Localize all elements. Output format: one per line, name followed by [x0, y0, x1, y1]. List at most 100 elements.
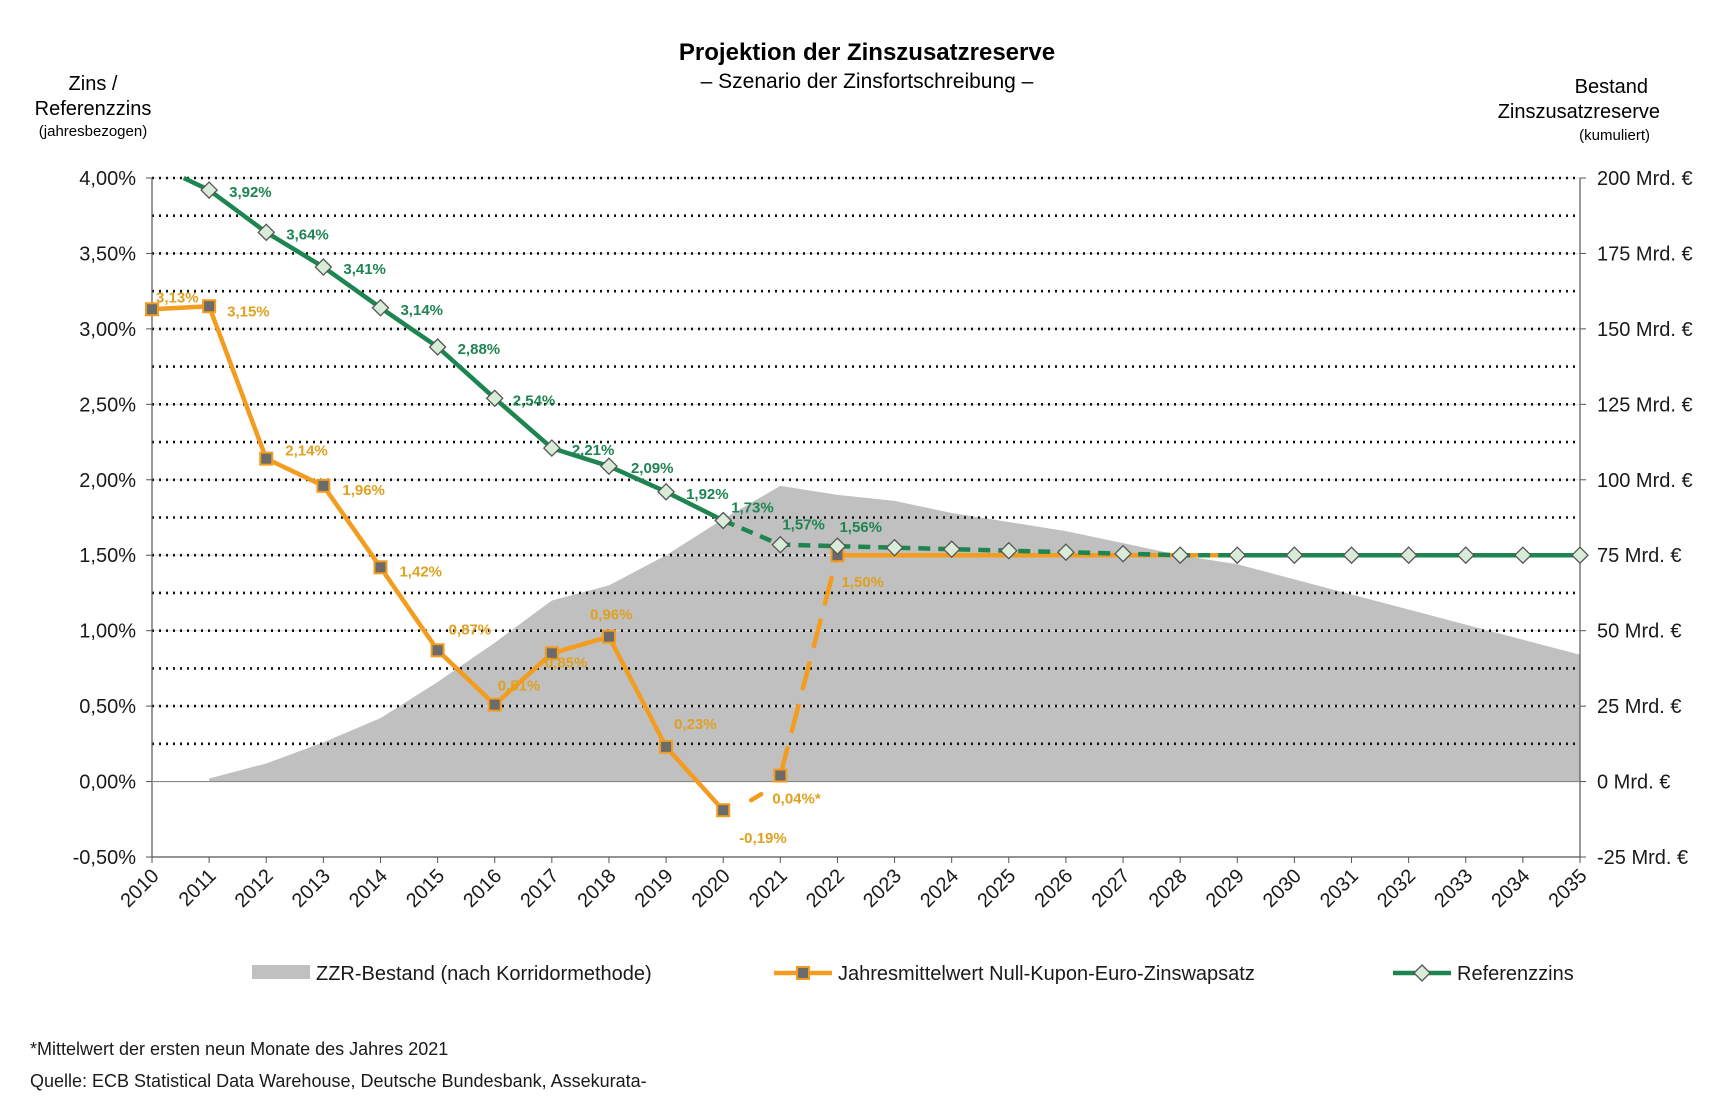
- x-tick-label: 2025: [973, 865, 1020, 912]
- referenzzins-marker: [771, 535, 790, 554]
- referenzzins-marker: [1342, 546, 1361, 565]
- zinsswap-marker: [487, 697, 502, 712]
- referenzzins-marker: [828, 537, 847, 556]
- referenzzins-data-label: 3,92%: [229, 184, 272, 201]
- referenzzins-data-label: 1,57%: [782, 517, 825, 534]
- zinsswap-marker: [773, 768, 788, 783]
- left-axis-subtitle: (jahresbezogen): [39, 123, 147, 140]
- referenzzins-data-label: 2,88%: [458, 341, 501, 358]
- right-tick-label: 150 Mrd. €: [1597, 319, 1693, 341]
- referenzzins-data-label: 2,09%: [631, 460, 674, 477]
- legend-label-zinsswap: Jahresmittelwert Null-Kupon-Euro-Zinswap…: [838, 963, 1255, 985]
- footnote: *Mittelwert der ersten neun Monate des J…: [30, 1039, 448, 1059]
- x-tick-label: 2030: [1259, 865, 1306, 912]
- zinsswap-data-label: -0,19%: [739, 830, 787, 847]
- referenzzins-marker: [371, 298, 390, 317]
- referenzzins-line-dashed: [722, 518, 1238, 558]
- zinsswap-marker: [316, 478, 331, 493]
- left-tick-label: 4,00%: [79, 168, 136, 190]
- data-labels: 3,13% 3,15% 2,14% 1,96% 1,42% 0,87% 0,51%0,85%…: [156, 184, 884, 847]
- zinsswap-marker: [544, 646, 559, 661]
- referenzzins-marker: [1057, 543, 1075, 562]
- right-tick-label: -25 Mrd. €: [1597, 847, 1688, 869]
- chart-subtitle: – Szenario der Zinsfortschreibung –: [701, 70, 1034, 93]
- zinsswap-marker: [659, 739, 674, 754]
- legend-swatch-zinsswap-marker: [796, 966, 810, 980]
- left-tick-label: 1,50%: [79, 545, 136, 567]
- zinsswap-line-dashed: [778, 554, 840, 777]
- right-tick-label: 50 Mrd. €: [1597, 621, 1681, 643]
- left-tick-label: 2,50%: [79, 394, 136, 416]
- x-tick-label: 2031: [1316, 865, 1363, 912]
- x-tick-label: 2035: [1545, 865, 1592, 912]
- right-axis-title-line-2: Zinszusatzreserve: [1498, 101, 1660, 123]
- referenzzins-marker: [428, 338, 447, 356]
- zinsswap-marker: [202, 299, 217, 314]
- zinsswap-data-label: 1,50%: [841, 574, 884, 591]
- referenzzins-marker: [1285, 546, 1304, 565]
- zinsswap-data-label: 0,51%: [498, 678, 541, 695]
- x-tick-label: 2014: [345, 865, 392, 912]
- referenzzins-marker: [600, 457, 618, 476]
- zinsswap-data-label: 3,15%: [227, 303, 270, 320]
- right-tick-label: 75 Mrd. €: [1597, 545, 1681, 567]
- x-tick-label: 2011: [175, 865, 221, 911]
- zinsswap-data-label: 0,23%: [674, 716, 717, 733]
- right-tick-label: 175 Mrd. €: [1597, 243, 1693, 265]
- referenzzins-data-label: 2,54%: [513, 392, 556, 409]
- zinsswap-data-label: 0,85%: [545, 654, 588, 671]
- x-tick-label: 2019: [631, 865, 678, 912]
- referenzzins-marker: [542, 439, 561, 458]
- referenzzins-marker: [200, 181, 219, 199]
- x-tick-label: 2017: [516, 865, 563, 912]
- right-axis-title-line-1: Bestand: [1575, 76, 1648, 98]
- referenzzins-data-label: 1,73%: [731, 500, 774, 517]
- zinsswap-data-label: 0,87%: [449, 621, 492, 638]
- legend-label-zzr: ZZR-Bestand (nach Korridormethode): [316, 963, 652, 985]
- source-note: Quelle: ECB Statistical Data Warehouse, …: [30, 1071, 647, 1091]
- referenzzins-marker: [657, 482, 675, 501]
- zinsswap-marker: [601, 629, 616, 644]
- right-tick-label: 25 Mrd. €: [1597, 696, 1681, 718]
- zinsswap-data-label: 1,42%: [399, 563, 442, 580]
- x-tick-label: 2020: [688, 865, 735, 912]
- left-tick-label: 3,00%: [79, 319, 136, 341]
- right-tick-label: 0 Mrd. €: [1597, 772, 1670, 794]
- chart-title: Projektion der Zinszusatzreserve: [679, 39, 1055, 66]
- left-tick-label: 0,50%: [79, 696, 136, 718]
- referenzzins-marker: [1171, 546, 1190, 565]
- zinsswap-data-label: 0,96%: [590, 607, 633, 624]
- legend: ZZR-Bestand (nach Korridormethode) Jahres…: [252, 963, 1574, 985]
- zinsswap-marker: [430, 643, 445, 658]
- referenzzins-marker: [714, 511, 733, 530]
- referenzzins-marker: [885, 538, 904, 557]
- zinsswap-line-dash: [748, 791, 764, 803]
- referenzzins-data-label: 3,14%: [400, 302, 443, 319]
- x-tick-label: 2022: [802, 865, 849, 912]
- referenzzins-data-label: 1,56%: [839, 519, 882, 536]
- referenzzins-data-label: 2,21%: [572, 442, 615, 459]
- referenzzins-marker: [1456, 546, 1475, 565]
- referenzzins-marker: [1228, 546, 1247, 565]
- right-tick-label: 200 Mrd. €: [1597, 168, 1693, 190]
- left-tick-label: 2,00%: [79, 470, 136, 492]
- legend-swatch-referenzzins-marker: [1413, 964, 1431, 982]
- referenzzins-data-label: 1,92%: [686, 486, 729, 503]
- legend-label-referenzzins: Referenzzins: [1457, 963, 1574, 985]
- series-lines: [145, 175, 1589, 818]
- x-tick-label: 2023: [859, 865, 906, 912]
- right-tick-label: 100 Mrd. €: [1597, 470, 1693, 492]
- x-tick-label: 2034: [1487, 865, 1534, 912]
- x-tick-label: 2012: [231, 865, 278, 912]
- referenzzins-marker: [999, 541, 1018, 560]
- left-tick-label: 0,00%: [79, 772, 136, 794]
- x-tick-label: 2021: [745, 865, 792, 912]
- referenzzins-data-label: 3,41%: [343, 261, 386, 278]
- referenzzins-marker: [314, 258, 333, 276]
- referenzzins-marker: [485, 389, 504, 408]
- right-tick-label: 125 Mrd. €: [1597, 394, 1693, 416]
- x-tick-label: 2026: [1030, 865, 1077, 912]
- x-tick-label: 2010: [117, 865, 164, 912]
- right-axis-subtitle: (kumuliert): [1579, 127, 1650, 144]
